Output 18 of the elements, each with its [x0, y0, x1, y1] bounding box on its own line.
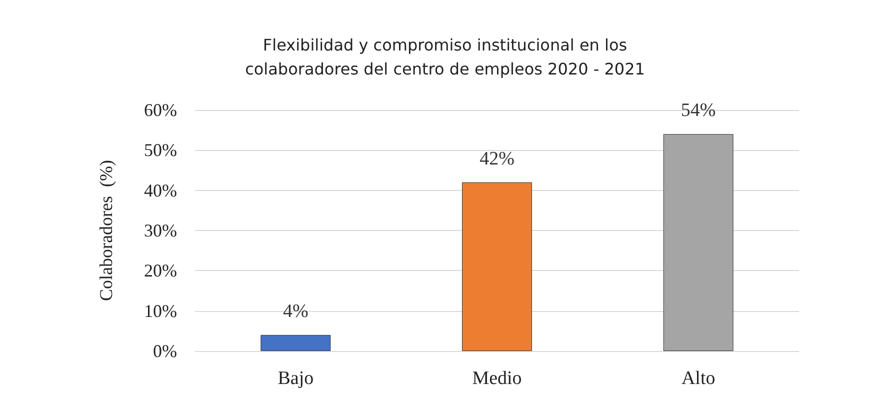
- x-tick-label: Bajo: [278, 368, 314, 389]
- bar: [663, 134, 734, 351]
- data-label: 42%: [480, 148, 515, 170]
- chart-title: Flexibilidad y compromiso institucional en los colaboradores del centro de empleos 2020 - 2021: [245, 36, 645, 78]
- bar: [462, 182, 532, 351]
- x-tick-label: Medio: [472, 368, 522, 389]
- y-tick-label: 0%: [153, 341, 177, 361]
- data-label: 54%: [680, 100, 716, 122]
- y-tick-label: 60%: [144, 100, 177, 120]
- y-tick-label: 40%: [144, 180, 177, 200]
- y-tick-label: 20%: [144, 260, 177, 281]
- y-tick-label: 10%: [144, 300, 177, 321]
- y-tick-label: 50%: [144, 140, 177, 160]
- x-tick-label: Alto: [681, 368, 716, 389]
- data-label: 4%: [283, 300, 309, 322]
- bar: [260, 334, 331, 351]
- y-tick-label: 30%: [144, 220, 177, 240]
- y-axis-title: Colaboradores (%): [96, 160, 116, 301]
